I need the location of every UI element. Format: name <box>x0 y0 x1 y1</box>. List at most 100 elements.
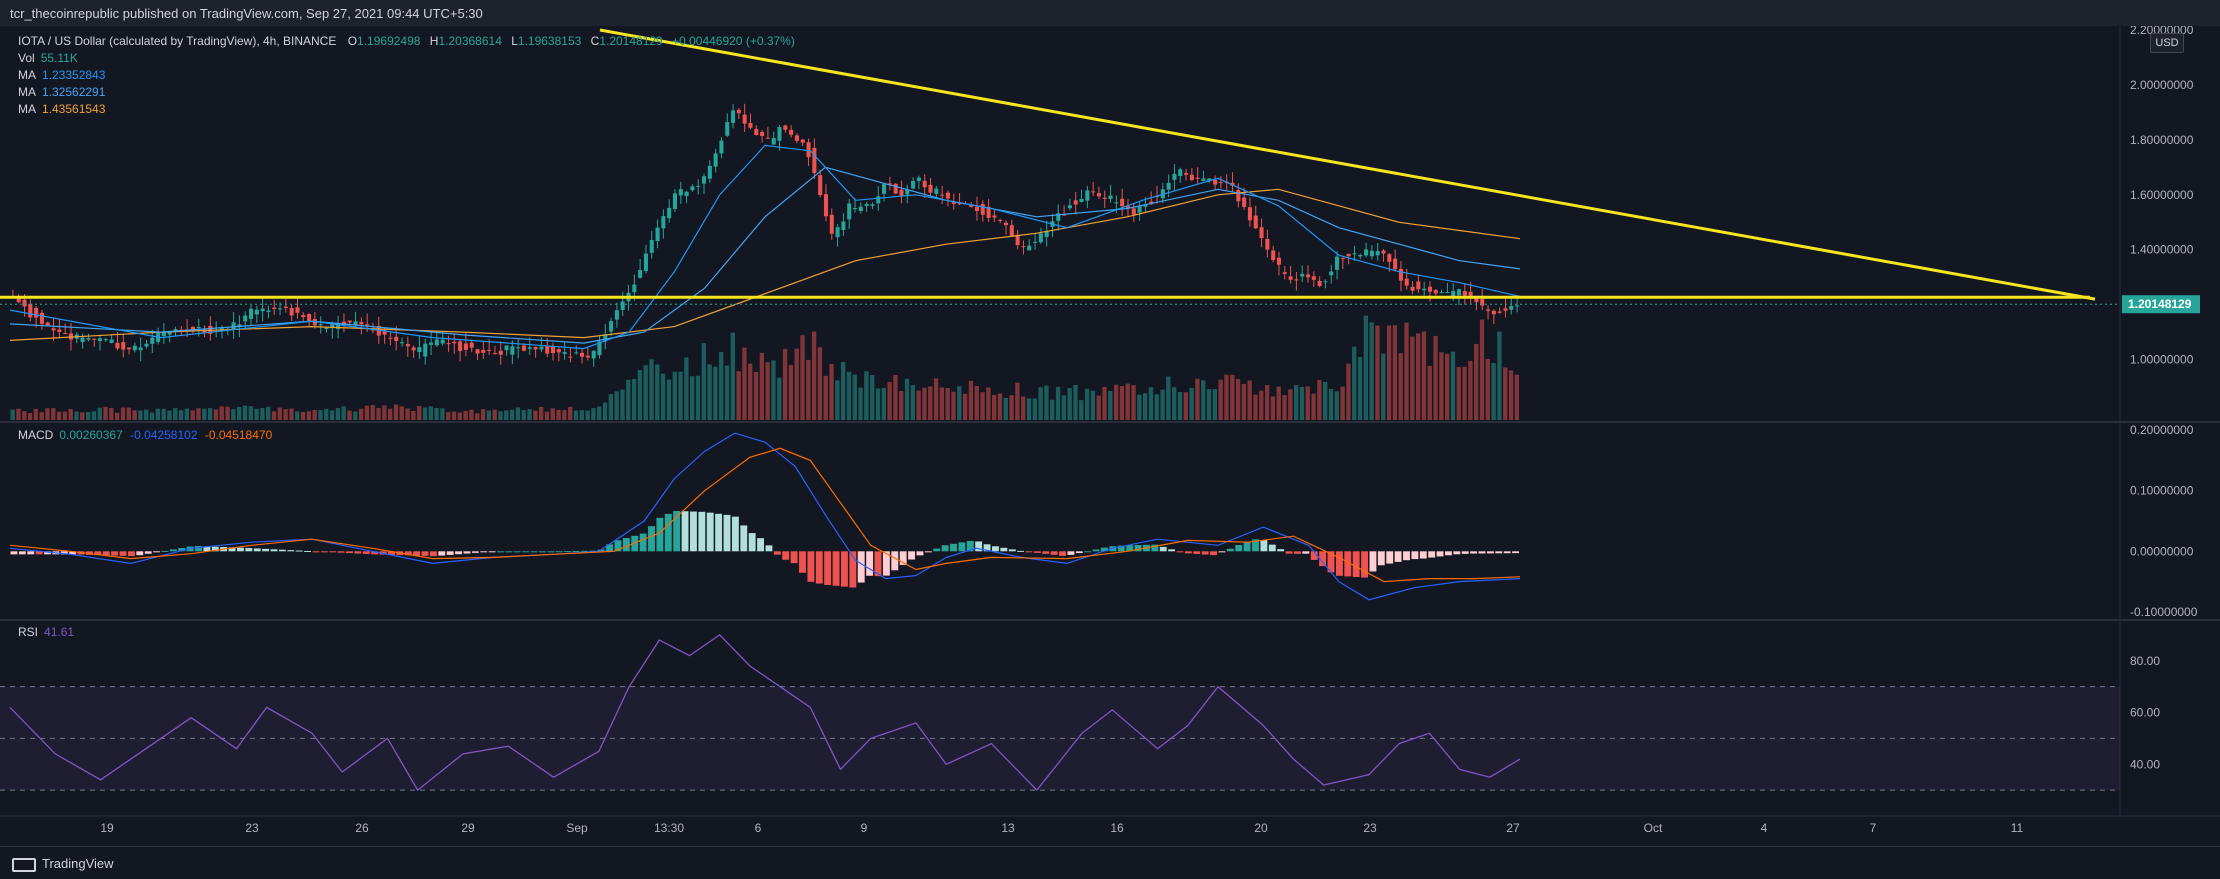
publisher-bar: tcr_thecoinrepublic published on Trading… <box>0 0 2220 27</box>
macd-histogram-bar <box>27 551 35 555</box>
time-axis-tick: Oct <box>1644 821 1663 835</box>
volume-bar <box>602 402 608 420</box>
tradingview-mark-icon <box>12 857 36 872</box>
macd-value-1: 0.00260367 <box>59 428 123 442</box>
macd-histogram-bar <box>278 549 286 552</box>
candle-body <box>1346 253 1351 257</box>
candle-body <box>63 333 68 335</box>
candle-body <box>80 337 85 343</box>
candle-body <box>974 206 980 211</box>
volume-bar <box>1201 380 1206 420</box>
candle-body <box>1247 207 1252 221</box>
candle-body <box>318 324 323 326</box>
volume-bar <box>51 408 56 420</box>
macd-histogram-bar <box>1310 551 1318 560</box>
volume-bar <box>1462 366 1467 420</box>
volume-bar <box>1381 353 1386 420</box>
volume-bar <box>544 411 550 420</box>
volume-bar <box>237 406 242 420</box>
volume-bar <box>1433 335 1438 420</box>
volume-bar <box>742 347 747 420</box>
candle-body <box>1480 299 1485 306</box>
macd-histogram-bar <box>404 551 412 556</box>
macd-histogram-bar <box>908 551 915 560</box>
macd-histogram-bar <box>463 551 471 554</box>
macd-histogram-bar <box>941 545 949 552</box>
candle-body <box>248 308 254 319</box>
macd-histogram-bar <box>673 510 681 552</box>
macd-histogram-bar <box>572 550 580 552</box>
volume-bar <box>27 412 33 420</box>
volume-bar <box>1055 386 1061 420</box>
macd-histogram-bar <box>203 546 211 552</box>
volume-bar <box>62 411 68 420</box>
candle-body <box>986 206 991 218</box>
candle-body <box>690 186 695 191</box>
close-label: C <box>590 34 600 48</box>
volume-bar <box>759 352 764 420</box>
volume-bar <box>980 392 985 420</box>
candle-body <box>196 327 201 329</box>
candle-body <box>1213 179 1218 185</box>
candle-body <box>725 122 730 136</box>
volume-bar <box>1021 396 1026 420</box>
volume-bar <box>875 388 881 420</box>
candle-body <box>324 327 329 329</box>
macd-histogram-bar <box>60 551 68 555</box>
volume-bar <box>399 406 404 420</box>
macd-histogram-bar <box>1184 551 1192 554</box>
candle-body <box>1137 206 1142 213</box>
volume-bar <box>1090 390 1096 420</box>
macd-histogram-bar <box>740 525 748 552</box>
candle-body <box>399 342 405 344</box>
macd-histogram-bar <box>866 551 874 576</box>
macd-histogram-bar <box>799 551 806 573</box>
macd-histogram-bar <box>857 551 865 583</box>
trading-chart[interactable]: 2.20000000 2.00000000 1.80000000 1.60000000… <box>0 26 2220 846</box>
macd-histogram-bar <box>1101 547 1108 552</box>
macd-histogram-bar <box>1159 546 1167 552</box>
volume-bar <box>68 408 73 420</box>
candle-body <box>243 315 248 322</box>
volume-bar <box>1143 393 1148 420</box>
macd-histogram-bar <box>882 551 890 576</box>
macd-histogram-bar <box>1134 544 1142 552</box>
volume-bar <box>899 391 904 420</box>
volume-bar <box>707 364 712 420</box>
candle-body <box>783 125 788 130</box>
price-axis-tick: 2.20000000 <box>2130 26 2194 37</box>
volume-bar <box>1108 391 1113 420</box>
candle-body <box>1009 225 1014 236</box>
volume-bar <box>945 388 950 420</box>
candle-body <box>1445 292 1450 294</box>
candle-body <box>1439 292 1444 294</box>
publisher-text: tcr_thecoinrepublic published on Trading… <box>10 6 483 21</box>
candle-body <box>597 341 602 356</box>
volume-bar <box>1508 370 1514 420</box>
vol-label: Vol <box>18 51 35 65</box>
volume-bar <box>1015 382 1020 420</box>
candle-body <box>1358 254 1363 257</box>
time-axis-tick: 29 <box>461 821 475 835</box>
volume-bar <box>440 408 445 420</box>
volume-bar <box>730 332 735 420</box>
candle-body <box>829 214 834 234</box>
candle-body <box>957 203 962 205</box>
macd-signal-line <box>9 447 1521 583</box>
macd-value-3: -0.04518470 <box>204 428 273 442</box>
volume-bar <box>1410 336 1415 420</box>
volume-bar <box>1346 363 1351 420</box>
change-value: +0.00446920 (+0.37%) <box>672 34 795 48</box>
candle-body <box>684 191 689 197</box>
candle-body <box>57 329 62 332</box>
macd-histogram-bar <box>1210 551 1217 556</box>
volume-bar <box>393 404 399 420</box>
currency-badge[interactable]: USD <box>2150 33 2184 53</box>
candle-body <box>736 109 741 114</box>
volume-bar <box>968 380 974 420</box>
candle-body <box>887 183 892 185</box>
price-axis-tick: 1.40000000 <box>2130 243 2194 257</box>
candle-body <box>51 328 56 331</box>
volume-bar <box>335 408 341 420</box>
volume-bar <box>928 386 933 420</box>
